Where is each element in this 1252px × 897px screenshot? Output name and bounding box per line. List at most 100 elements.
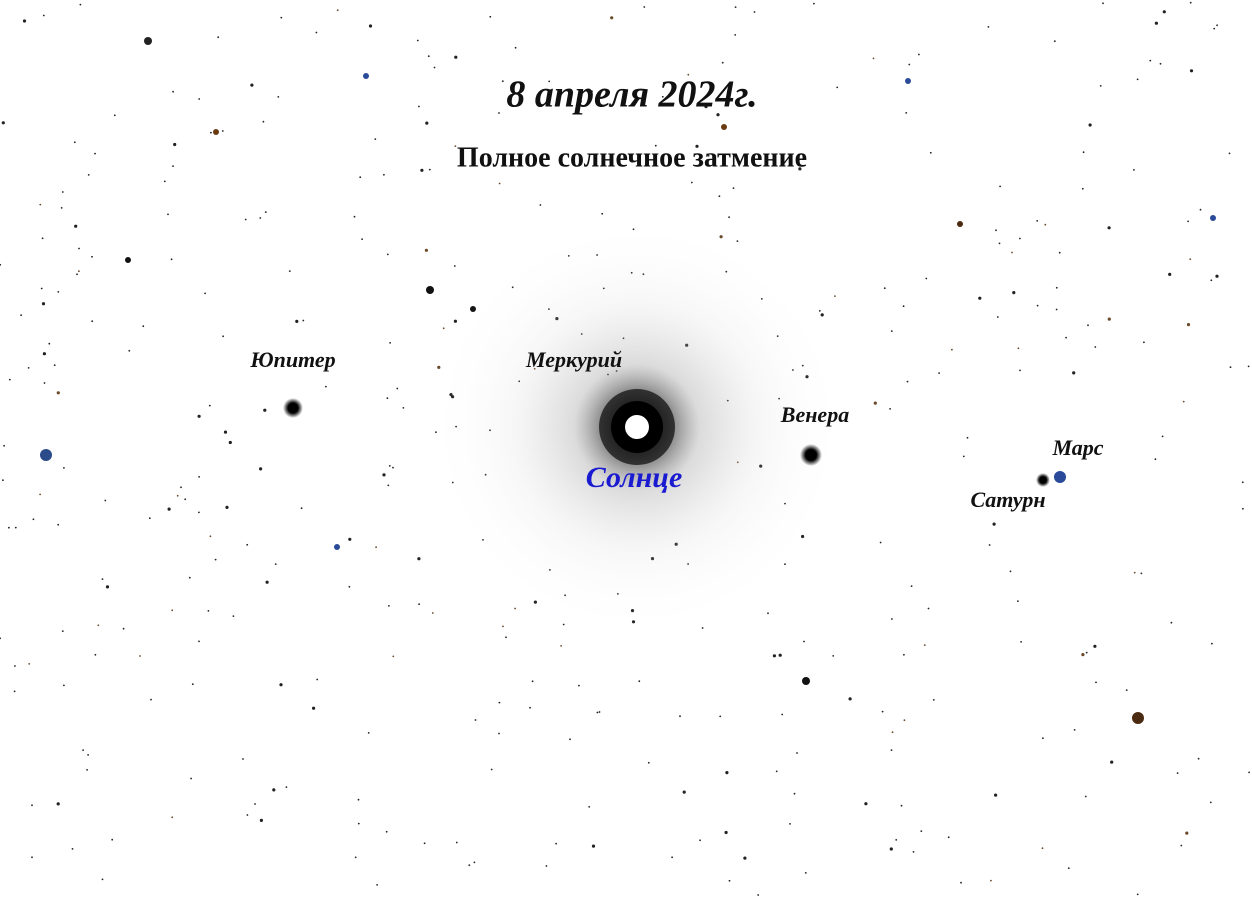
star [1180, 844, 1183, 847]
star [225, 505, 229, 509]
star [431, 612, 434, 614]
star [903, 719, 906, 722]
star [223, 430, 228, 434]
star [473, 861, 476, 864]
venus [800, 444, 822, 466]
star [992, 497, 995, 500]
star [363, 73, 369, 79]
star [61, 630, 64, 632]
star [1162, 10, 1166, 14]
star [1241, 481, 1244, 484]
star [32, 518, 35, 521]
star [217, 36, 220, 39]
star [1199, 208, 1202, 211]
star [259, 467, 263, 471]
star [1094, 346, 1097, 348]
star [960, 881, 962, 884]
body-label: Сатурн [970, 487, 1045, 512]
star [588, 806, 591, 808]
star [354, 856, 357, 859]
star [498, 732, 500, 735]
star [548, 80, 551, 83]
star [198, 640, 200, 643]
star [1095, 681, 1097, 684]
star [716, 113, 720, 117]
star [498, 701, 501, 704]
star [171, 816, 174, 819]
star [176, 494, 179, 497]
star [1247, 365, 1250, 368]
star [454, 55, 458, 59]
star [48, 342, 51, 345]
star [719, 715, 722, 718]
star [501, 80, 504, 83]
star [966, 436, 969, 439]
star [254, 803, 256, 805]
star [743, 856, 747, 860]
star [999, 185, 1001, 188]
star [690, 181, 693, 184]
star [78, 270, 80, 273]
star [725, 771, 729, 775]
star [957, 221, 963, 227]
star [7, 526, 10, 529]
star [63, 684, 65, 687]
star [246, 543, 249, 546]
star [334, 544, 340, 550]
star [1065, 336, 1067, 339]
star [1159, 62, 1162, 65]
star [1248, 771, 1250, 774]
star [259, 217, 262, 219]
star [813, 2, 815, 5]
star [244, 218, 247, 221]
star [274, 563, 277, 565]
star [302, 319, 305, 322]
star [910, 585, 913, 587]
star [315, 31, 318, 34]
star [1149, 59, 1152, 62]
star [353, 215, 356, 218]
star [61, 191, 64, 193]
star [42, 352, 47, 356]
star [1009, 570, 1012, 573]
star [105, 585, 110, 589]
star [1216, 24, 1218, 27]
star [125, 257, 131, 263]
star [781, 713, 784, 716]
star [104, 499, 107, 502]
star [793, 792, 796, 795]
star [150, 698, 152, 701]
star [902, 305, 905, 308]
star [288, 270, 291, 272]
star [228, 440, 232, 445]
star [721, 61, 724, 64]
star [947, 836, 950, 839]
star [214, 558, 217, 561]
body-label: Меркурий [525, 347, 622, 372]
star [638, 680, 641, 683]
star [996, 316, 999, 318]
star [661, 95, 664, 98]
star [246, 814, 249, 816]
star [382, 473, 386, 477]
star [387, 484, 390, 487]
star [734, 6, 737, 8]
star [569, 738, 571, 741]
star [122, 627, 125, 630]
star [647, 761, 650, 764]
star [732, 187, 735, 190]
star [1011, 251, 1013, 254]
star [359, 176, 362, 179]
star [671, 856, 673, 859]
star [392, 466, 394, 469]
star [53, 364, 56, 367]
star [490, 768, 493, 771]
star [91, 320, 94, 323]
star [529, 706, 531, 709]
star [428, 168, 431, 171]
star [389, 342, 391, 344]
mars [1054, 471, 1066, 483]
star [139, 655, 141, 657]
star [396, 387, 399, 390]
